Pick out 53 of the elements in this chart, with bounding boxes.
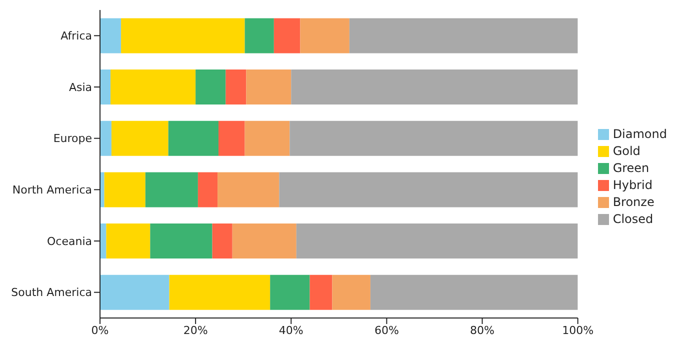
x-tick-label: 40% (278, 324, 304, 337)
bar (244, 18, 274, 54)
bar (212, 224, 232, 259)
y-tick-label: Africa (60, 30, 92, 43)
bar (169, 274, 270, 310)
x-tick-label: 0% (91, 324, 109, 337)
bar (104, 172, 146, 208)
bar (218, 120, 245, 156)
y-tick-label: North America (12, 184, 92, 197)
bar (300, 18, 350, 54)
bar (349, 18, 578, 54)
bar (226, 70, 246, 105)
bar (100, 172, 104, 208)
bar (232, 224, 296, 259)
bar (145, 172, 198, 208)
bar (100, 18, 122, 54)
legend-label: Diamond (612, 127, 667, 141)
bar (310, 274, 332, 310)
bar (110, 70, 196, 105)
legend-label: Green (612, 161, 650, 175)
bar (291, 70, 578, 105)
bar (198, 172, 218, 208)
bar (100, 274, 170, 310)
x-tick-label: 80% (470, 324, 494, 337)
bar (246, 70, 292, 105)
x-tick-label: 100% (562, 324, 594, 337)
bar (332, 274, 370, 310)
legend-label: Hybrid (612, 178, 652, 192)
bar (270, 274, 310, 310)
x-tick-label: 60% (374, 324, 399, 337)
bar (100, 70, 111, 105)
legend-label: Gold (612, 144, 640, 158)
bar (106, 224, 150, 259)
y-tick-label: Oceania (47, 234, 92, 248)
bar (279, 172, 578, 208)
bar (111, 120, 168, 156)
bar (150, 224, 212, 259)
bar (121, 18, 245, 54)
legend-label: Bronze (612, 195, 654, 209)
y-tick-label: South America (11, 286, 92, 300)
bar (244, 120, 290, 156)
bar (196, 70, 226, 105)
y-tick-label: Europe (53, 132, 92, 146)
y-tick-label: Asia (68, 80, 92, 94)
bar (100, 120, 112, 156)
x-tick-label: 20% (183, 324, 208, 337)
bar (218, 172, 280, 208)
legend-label: Closed (612, 212, 654, 226)
bar (370, 274, 578, 310)
bar (274, 18, 300, 54)
bar (296, 224, 578, 259)
bar (168, 120, 218, 156)
bar (290, 120, 578, 156)
